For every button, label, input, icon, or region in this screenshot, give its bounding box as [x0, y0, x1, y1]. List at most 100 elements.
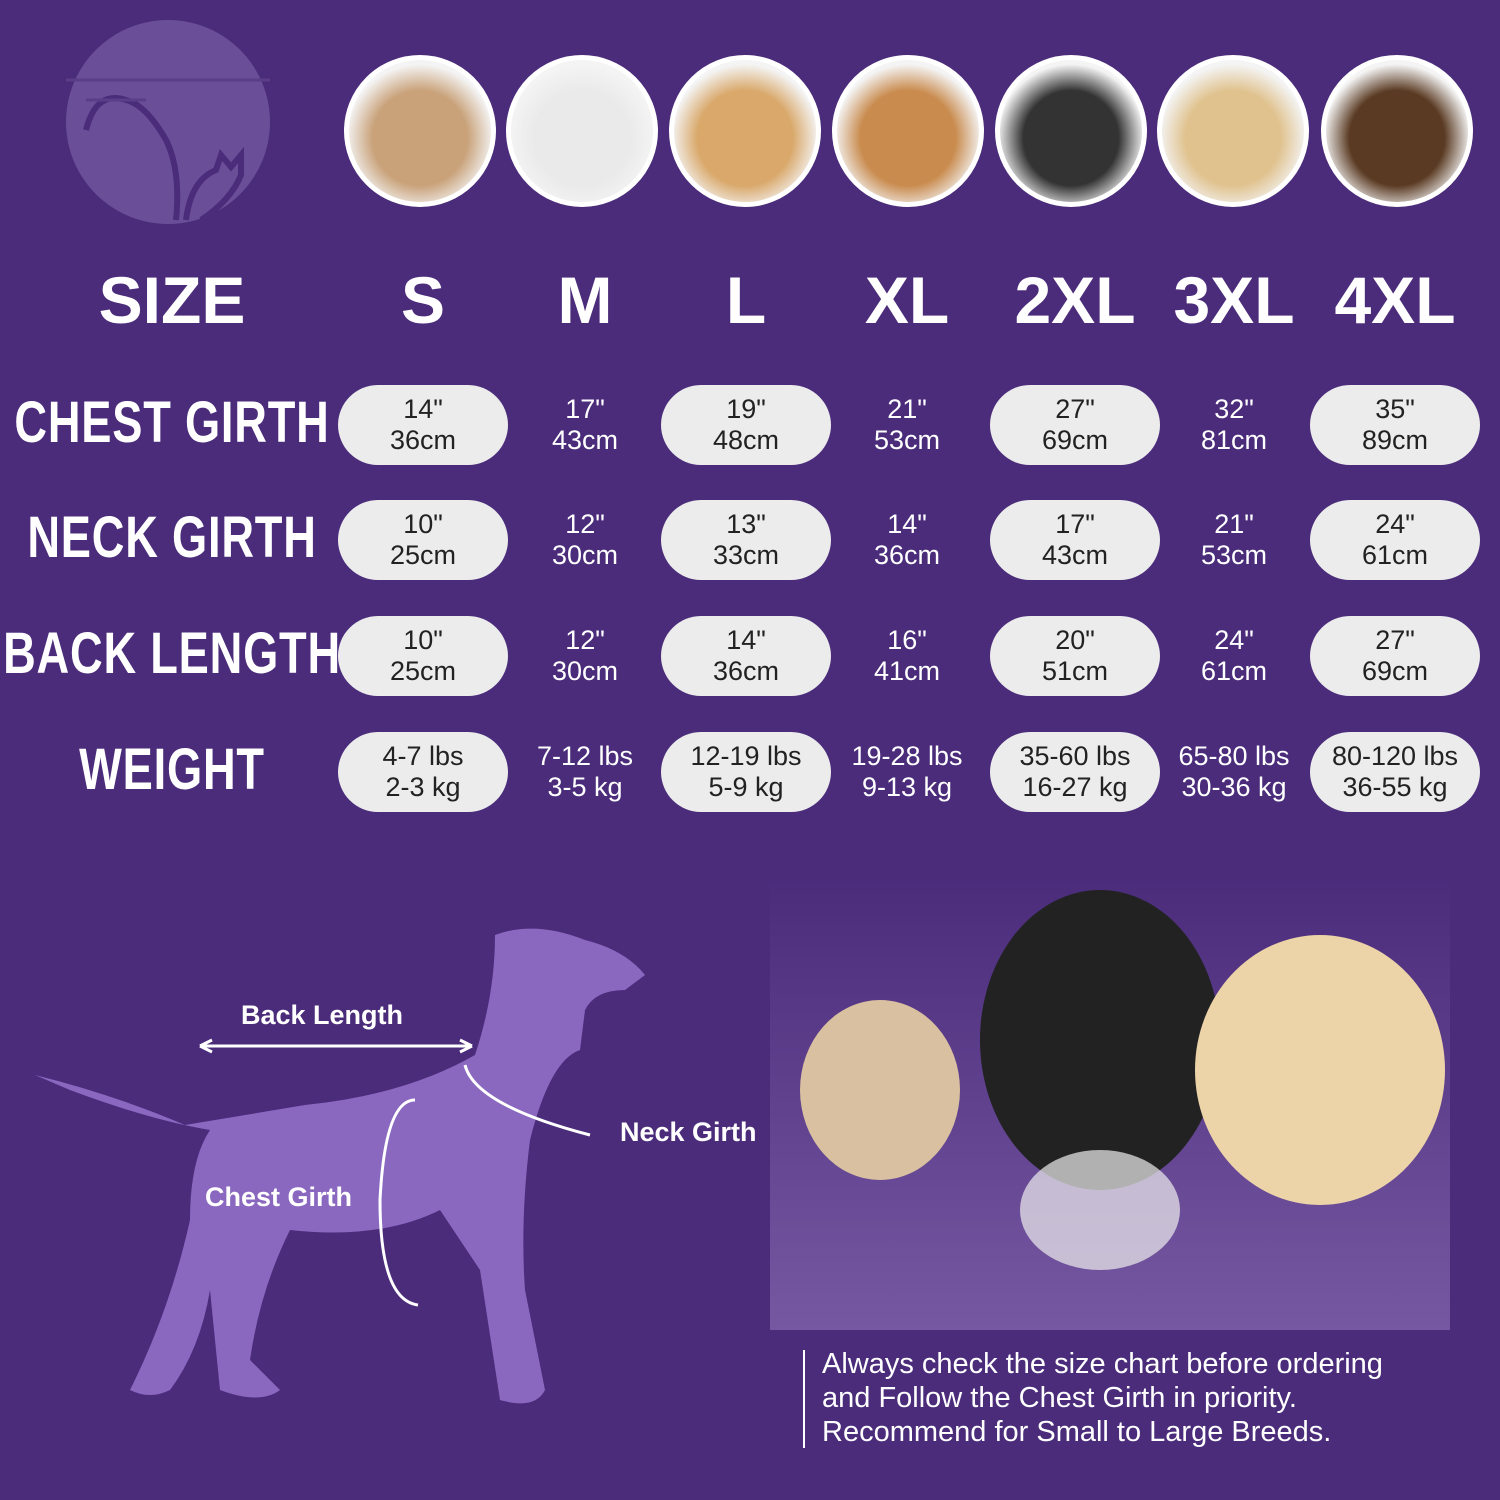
cell-line-1: 19-28 lbs [851, 741, 963, 771]
size-cell: 16" 41cm [822, 616, 992, 696]
cell-line-2: 25cm [389, 656, 457, 686]
size-cell: 17" 43cm [990, 500, 1160, 580]
cell-line-1: 24" [1214, 625, 1254, 655]
size-cell: 32" 81cm [1149, 385, 1319, 465]
cell-line-2: 33cm [712, 540, 780, 570]
size-cell: 24" 61cm [1310, 500, 1480, 580]
cell-line-2: 9-13 kg [861, 772, 953, 802]
cell-line-1: 27" [1375, 625, 1415, 655]
cell-line-2: 81cm [1200, 425, 1268, 455]
row-label: NECK GIRTH [27, 505, 317, 570]
cell-line-2: 89cm [1361, 425, 1429, 455]
size-header-3XL: 3XL [1173, 263, 1295, 337]
row-label: BACK LENGTH [3, 621, 341, 686]
note-line: Recommend for Small to Large Breeds. [822, 1416, 1332, 1448]
cell-line-1: 20" [1055, 625, 1095, 655]
cell-line-1: 16" [887, 625, 927, 655]
cell-line-2: 2-3 kg [385, 772, 461, 802]
cell-line-2: 25cm [389, 540, 457, 570]
size-header-2XL: 2XL [1014, 263, 1136, 337]
cell-line-2: 36cm [873, 540, 941, 570]
breed-photo-border-collie [995, 55, 1147, 207]
size-header-label: SIZE [98, 263, 246, 337]
size-header-S: S [400, 263, 446, 337]
size-cell: 12" 30cm [500, 500, 670, 580]
cell-line-1: 21" [887, 394, 927, 424]
size-cell: 14" 36cm [338, 385, 508, 465]
size-cell: 13" 33cm [661, 500, 831, 580]
cell-line-1: 12" [565, 625, 605, 655]
size-cell: 80-120 lbs 36-55 kg [1310, 732, 1480, 812]
cell-line-2: 30cm [551, 540, 619, 570]
cell-line-1: 27" [1055, 394, 1095, 424]
size-header-4XL: 4XL [1334, 263, 1456, 337]
cell-line-2: 36cm [389, 425, 457, 455]
cell-line-2: 51cm [1041, 656, 1109, 686]
cell-line-2: 69cm [1361, 656, 1429, 686]
cell-line-1: 4-7 lbs [382, 741, 464, 771]
cell-line-1: 35" [1375, 394, 1415, 424]
row-label: CHEST GIRTH [14, 390, 330, 455]
cell-line-1: 24" [1375, 509, 1415, 539]
size-cell: 21" 53cm [822, 385, 992, 465]
size-cell: 4-7 lbs 2-3 kg [338, 732, 508, 812]
dog-cat-logo-icon [66, 78, 270, 223]
sizing-note: Always check the size chart before order… [822, 1347, 1383, 1449]
size-cell: 35" 89cm [1310, 385, 1480, 465]
size-header-M: M [557, 263, 613, 337]
cell-line-2: 53cm [873, 425, 941, 455]
cell-line-2: 69cm [1041, 425, 1109, 455]
size-cell: 27" 69cm [990, 385, 1160, 465]
breed-photo-doberman [1321, 55, 1473, 207]
cell-line-2: 36cm [712, 656, 780, 686]
dogs-photo [770, 880, 1450, 1330]
cell-line-1: 32" [1214, 394, 1254, 424]
size-cell: 14" 36cm [661, 616, 831, 696]
cell-line-2: 16-27 kg [1022, 772, 1128, 802]
cell-line-2: 43cm [1041, 540, 1109, 570]
cell-line-2: 5-9 kg [708, 772, 784, 802]
size-cell: 10" 25cm [338, 616, 508, 696]
note-line: and Follow the Chest Girth in priority. [822, 1382, 1297, 1414]
size-cell: 10" 25cm [338, 500, 508, 580]
cell-line-1: 17" [1055, 509, 1095, 539]
breed-photo-labrador [1157, 55, 1309, 207]
cell-line-2: 30-36 kg [1181, 772, 1287, 802]
size-cell: 21" 53cm [1149, 500, 1319, 580]
cell-line-1: 35-60 lbs [1019, 741, 1131, 771]
cell-line-2: 3-5 kg [547, 772, 623, 802]
size-cell: 20" 51cm [990, 616, 1160, 696]
cell-line-2: 53cm [1200, 540, 1268, 570]
size-cell: 65-80 lbs 30-36 kg [1149, 732, 1319, 812]
size-cell: 12-19 lbs 5-9 kg [661, 732, 831, 812]
breed-photo-shih-tzu [344, 55, 496, 207]
size-cell: 19" 48cm [661, 385, 831, 465]
size-cell: 14" 36cm [822, 500, 992, 580]
cell-line-1: 80-120 lbs [1331, 741, 1459, 771]
size-header-XL: XL [864, 263, 950, 337]
size-cell: 24" 61cm [1149, 616, 1319, 696]
cell-line-1: 7-12 lbs [536, 741, 634, 771]
size-cell: 19-28 lbs 9-13 kg [822, 732, 992, 812]
cell-line-1: 14" [403, 394, 443, 424]
cell-line-1: 17" [565, 394, 605, 424]
brand-logo [66, 20, 270, 224]
cell-line-2: 43cm [551, 425, 619, 455]
cell-line-2: 36-55 kg [1342, 772, 1448, 802]
cell-line-1: 19" [726, 394, 766, 424]
breed-photo-boston-terrier [506, 55, 658, 207]
size-header-L: L [725, 263, 767, 337]
cell-line-1: 14" [887, 509, 927, 539]
cell-line-1: 10" [403, 509, 443, 539]
size-cell: 7-12 lbs 3-5 kg [500, 732, 670, 812]
size-cell: 27" 69cm [1310, 616, 1480, 696]
dog-silhouette [35, 928, 645, 1404]
note-divider [803, 1350, 805, 1448]
size-cell: 35-60 lbs 16-27 kg [990, 732, 1160, 812]
breed-photo-cocker-spaniel [669, 55, 821, 207]
neck-girth-label: Neck Girth [620, 1117, 757, 1147]
row-label: WEIGHT [79, 737, 265, 802]
cell-line-1: 14" [726, 625, 766, 655]
cell-line-2: 48cm [712, 425, 780, 455]
chest-girth-label: Chest Girth [205, 1182, 353, 1212]
